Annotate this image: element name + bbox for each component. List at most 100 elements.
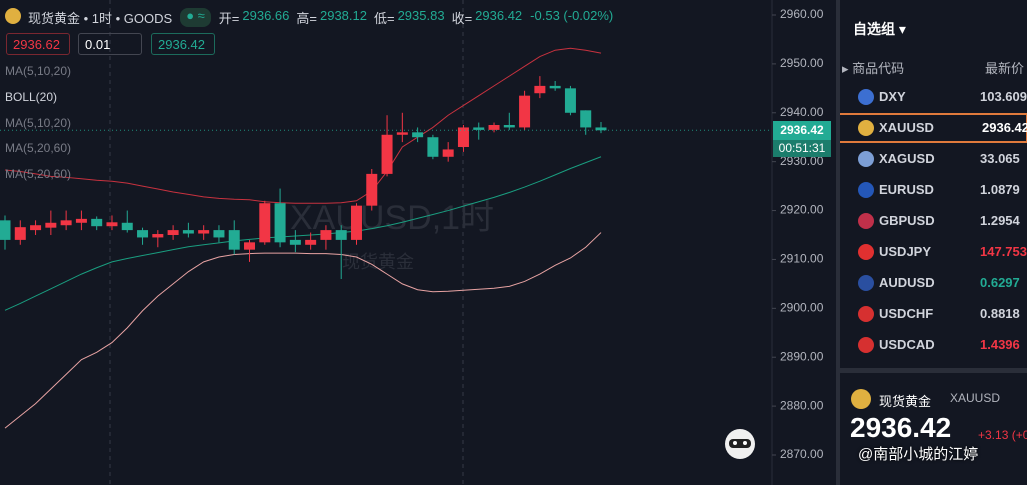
row-price: 0.8818	[980, 306, 1020, 321]
status-badge[interactable]: ● ≈	[180, 8, 211, 27]
flag-icon	[858, 275, 874, 291]
indicator-label: MA(5,10,20)	[5, 64, 72, 78]
quote-change: +3.13 (+0.11%)	[978, 428, 1027, 442]
ohlc-label: 高=	[296, 11, 317, 26]
watchlist-row[interactable]: USDCAD 1.4396	[840, 330, 1027, 360]
indicator-label: MA(5,10,20)	[5, 115, 72, 130]
row-symbol: EURUSD	[879, 182, 934, 197]
row-price: 147.753	[980, 244, 1027, 259]
column-symbol: 商品代码	[852, 61, 905, 76]
row-price: 103.609	[980, 89, 1027, 104]
candle-body	[442, 149, 454, 157]
candle-body	[335, 230, 347, 240]
watchlist-title[interactable]: 自选组 ▾	[853, 21, 906, 37]
candle-body	[427, 137, 439, 157]
row-symbol: USDCAD	[879, 337, 935, 352]
watchlist-row[interactable]: EURUSD 1.0879	[840, 175, 1027, 205]
candle-body	[488, 125, 500, 130]
candle-body	[289, 239, 301, 245]
watchlist-row[interactable]: GBPUSD 1.2954	[840, 206, 1027, 236]
quantity-box[interactable]: 0.01	[78, 33, 142, 55]
watchlist-row[interactable]: DXY 103.609	[840, 82, 1027, 112]
column-header: ▸ 商品代码	[842, 61, 905, 76]
watchlist-row[interactable]: AUDUSD 0.6297	[840, 268, 1027, 298]
ohlc-value: 2936.42	[475, 8, 523, 23]
candle-body	[381, 134, 393, 174]
ohlc-label: 收=	[451, 11, 473, 26]
y-tick-label: 2910.00	[780, 252, 824, 266]
row-symbol: DXY	[879, 89, 906, 104]
quote-percent: (+0.11%)	[1011, 428, 1027, 442]
indicator-label: BOLL(20)	[5, 89, 58, 104]
column-price: 最新价	[985, 61, 1025, 76]
price-tag: 2936.42	[773, 121, 831, 140]
quote-price: 2936.42	[850, 412, 952, 443]
flag-icon	[858, 151, 874, 167]
row-price: 33.065	[980, 151, 1020, 166]
candle-body	[137, 230, 149, 238]
candle-body	[350, 205, 362, 240]
candle-body	[305, 239, 317, 245]
candle-body	[457, 127, 469, 147]
candle-body	[274, 203, 286, 243]
row-price: 1.0879	[980, 182, 1020, 197]
y-tick-label: 2920.00	[780, 203, 824, 217]
candle-body	[320, 230, 332, 240]
watermark-name: 现货黄金	[342, 252, 414, 272]
band-line	[4, 232, 602, 429]
row-symbol: AUDUSD	[879, 275, 935, 290]
header: 现货黄金 • 1时 • GOODS ● ≈ 开= 2936.66 高= 2938.12…	[28, 8, 613, 27]
ohlc: 开= 2936.66 高= 2938.12 低= 2935.83 收= 2936.42	[219, 8, 526, 27]
change: -0.53 (-0.02%)	[530, 8, 614, 23]
watchlist-panel: 自选组 ▾ ▸ 商品代码 最新价 DXY 103.609 XAUUSD 2936.42…	[836, 0, 1027, 485]
flag-icon	[858, 89, 874, 105]
countdown: 00:51:31	[773, 140, 831, 157]
quote-icon	[851, 389, 871, 409]
candle-body	[396, 132, 408, 135]
flag-icon	[858, 244, 874, 260]
candle-body	[228, 230, 240, 250]
candle-body	[259, 203, 271, 243]
watchlist-row[interactable]: XAUUSD 2936.42	[840, 113, 1027, 143]
flag-icon	[858, 306, 874, 322]
band-line	[4, 47, 602, 204]
y-tick-label: 2870.00	[780, 447, 824, 461]
row-price: 0.6297	[980, 275, 1020, 290]
row-price: 2936.42	[982, 120, 1027, 135]
candle-body	[564, 88, 576, 113]
buy-box[interactable]: 2936.42	[151, 33, 215, 55]
candle-body	[534, 85, 546, 94]
watchlist-row[interactable]: XAGUSD 33.065	[840, 144, 1027, 174]
candle-body	[213, 230, 225, 238]
indicator-label: MA(5,20,60)	[5, 167, 72, 182]
row-symbol: USDCHF	[879, 306, 934, 321]
ohlc-label: 低=	[373, 11, 395, 26]
candle-body	[30, 225, 42, 231]
separator	[840, 368, 1027, 373]
candle-body	[60, 220, 72, 226]
bot-icon	[725, 429, 755, 459]
row-symbol: USDJPY	[879, 244, 932, 259]
candle-body	[91, 218, 103, 227]
watchlist-row[interactable]: USDCHF 0.8818	[840, 299, 1027, 329]
sell-box[interactable]: 2936.62	[6, 33, 70, 55]
symbol-icon	[5, 8, 21, 24]
indicator-label: MA(5,20,60)	[5, 141, 72, 156]
row-price: 1.2954	[980, 213, 1020, 228]
ohlc-label: 开=	[218, 11, 240, 26]
watchlist-row[interactable]: USDJPY 147.753	[840, 237, 1027, 267]
candle-body	[412, 132, 424, 138]
symbol-title: 现货黄金 • 1时 • GOODS	[28, 11, 173, 26]
candle-body	[75, 218, 87, 223]
ohlc-value: 2935.83	[397, 8, 445, 23]
row-symbol: XAGUSD	[879, 151, 935, 166]
row-symbol: XAUUSD	[879, 120, 934, 135]
candle-body	[580, 110, 592, 128]
candle-body	[244, 242, 256, 250]
candle-body	[45, 222, 57, 228]
flag-icon	[858, 120, 874, 136]
flag-icon	[858, 182, 874, 198]
flag-icon	[858, 337, 874, 353]
watchlist-title-text: 自选组	[853, 21, 895, 37]
